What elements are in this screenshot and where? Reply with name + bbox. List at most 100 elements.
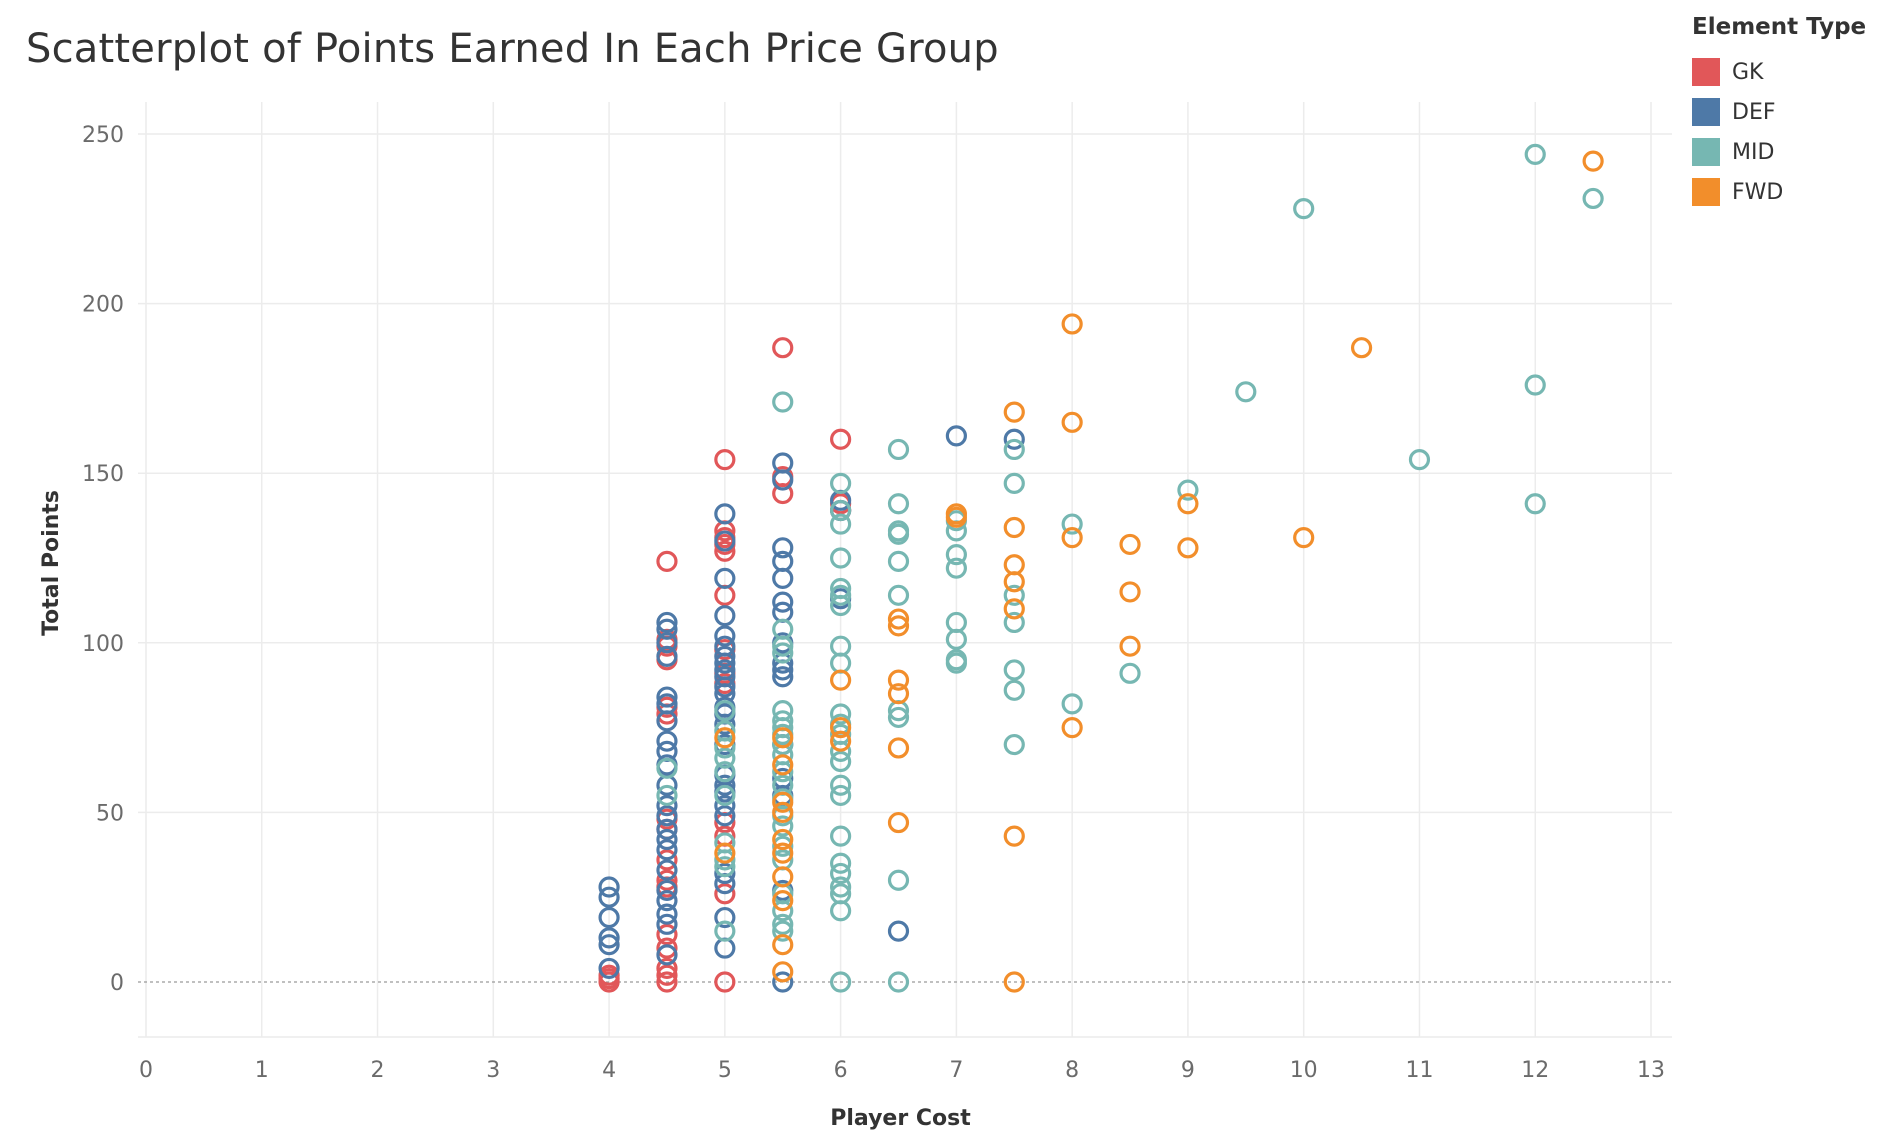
data-point-def[interactable] xyxy=(656,903,678,925)
data-point-mid[interactable] xyxy=(1003,679,1025,701)
data-point-fwd[interactable] xyxy=(1003,971,1025,993)
data-point-mid[interactable] xyxy=(830,900,852,922)
data-point-mid[interactable] xyxy=(772,391,794,413)
data-point-mid[interactable] xyxy=(772,815,794,837)
data-point-mid[interactable] xyxy=(830,740,852,762)
data-point-mid[interactable] xyxy=(1061,513,1083,535)
data-point-def[interactable] xyxy=(656,913,678,935)
data-point-mid[interactable] xyxy=(830,513,852,535)
data-point-fwd[interactable] xyxy=(772,727,794,749)
data-point-def[interactable] xyxy=(656,879,678,902)
data-point-fwd[interactable] xyxy=(1003,516,1025,539)
data-point-fwd[interactable] xyxy=(1350,337,1373,359)
data-point-fwd[interactable] xyxy=(772,866,794,888)
data-point-gk[interactable] xyxy=(830,428,852,450)
data-point-mid[interactable] xyxy=(887,550,910,572)
data-point-fwd[interactable] xyxy=(1177,493,1199,515)
data-point-fwd[interactable] xyxy=(887,811,910,834)
data-point-mid[interactable] xyxy=(1177,479,1199,501)
data-point-gk[interactable] xyxy=(714,540,736,562)
data-point-def[interactable] xyxy=(714,503,736,525)
data-point-def[interactable] xyxy=(714,652,736,674)
data-point-gk[interactable] xyxy=(714,971,736,993)
data-point-def[interactable] xyxy=(714,530,736,552)
data-point-mid[interactable] xyxy=(1003,438,1025,461)
data-point-gk[interactable] xyxy=(714,883,736,905)
data-point-mid[interactable] xyxy=(656,784,678,807)
data-point-mid[interactable] xyxy=(945,557,967,579)
data-point-fwd[interactable] xyxy=(772,889,794,912)
data-point-gk[interactable] xyxy=(656,869,678,891)
data-point-mid[interactable] xyxy=(830,862,852,885)
data-point-def[interactable] xyxy=(772,469,794,491)
data-point-gk[interactable] xyxy=(656,964,678,986)
data-point-mid[interactable] xyxy=(887,584,910,606)
data-point-mid[interactable] xyxy=(714,700,736,722)
data-point-def[interactable] xyxy=(714,625,736,647)
data-point-mid[interactable] xyxy=(714,761,736,783)
data-point-gk[interactable] xyxy=(714,449,736,471)
data-point-fwd[interactable] xyxy=(772,842,794,864)
data-point-gk[interactable] xyxy=(656,923,678,946)
data-point-fwd[interactable] xyxy=(1177,537,1199,559)
data-point-gk[interactable] xyxy=(656,957,678,980)
data-point-mid[interactable] xyxy=(772,835,794,857)
data-point-gk[interactable] xyxy=(656,937,678,959)
data-point-mid[interactable] xyxy=(1293,198,1315,220)
legend-item-gk[interactable]: GK xyxy=(1692,52,1866,92)
data-point-def[interactable] xyxy=(656,611,678,634)
data-point-mid[interactable] xyxy=(772,635,794,657)
data-point-mid[interactable] xyxy=(830,703,852,725)
data-point-fwd[interactable] xyxy=(1061,527,1083,549)
data-point-mid[interactable] xyxy=(887,438,910,461)
data-point-fwd[interactable] xyxy=(1293,527,1315,549)
data-point-mid[interactable] xyxy=(772,761,794,783)
data-point-mid[interactable] xyxy=(772,642,794,664)
data-point-fwd[interactable] xyxy=(830,716,852,739)
data-point-mid[interactable] xyxy=(656,757,678,779)
data-point-gk[interactable] xyxy=(772,482,794,505)
data-point-def[interactable] xyxy=(656,839,678,861)
data-point-def[interactable] xyxy=(772,550,794,572)
data-point-def[interactable] xyxy=(656,859,678,881)
data-point-mid[interactable] xyxy=(772,920,794,942)
data-point-def[interactable] xyxy=(656,710,678,732)
data-point-mid[interactable] xyxy=(714,737,736,759)
data-point-fwd[interactable] xyxy=(772,801,794,824)
data-point-mid[interactable] xyxy=(887,706,910,729)
data-point-mid[interactable] xyxy=(830,774,852,796)
data-point-def[interactable] xyxy=(714,774,736,796)
data-point-mid[interactable] xyxy=(830,971,852,993)
data-point-def[interactable] xyxy=(714,605,736,627)
data-point-gk[interactable] xyxy=(656,971,678,993)
data-point-def[interactable] xyxy=(772,666,794,688)
data-point-fwd[interactable] xyxy=(714,727,736,749)
data-point-mid[interactable] xyxy=(887,869,910,891)
data-point-def[interactable] xyxy=(656,645,678,667)
data-point-def[interactable] xyxy=(598,886,620,908)
legend-item-mid[interactable]: MID xyxy=(1692,132,1866,172)
data-point-gk[interactable] xyxy=(772,337,794,359)
data-point-def[interactable] xyxy=(714,567,736,589)
data-point-mid[interactable] xyxy=(772,733,794,756)
data-point-mid[interactable] xyxy=(830,499,852,522)
data-point-def[interactable] xyxy=(656,828,678,851)
data-point-def[interactable] xyxy=(714,645,736,667)
data-point-mid[interactable] xyxy=(887,523,910,545)
data-point-def[interactable] xyxy=(714,862,736,885)
data-point-mid[interactable] xyxy=(714,849,736,871)
data-point-fwd[interactable] xyxy=(1119,533,1141,556)
data-point-def[interactable] xyxy=(714,713,736,735)
data-point-mid[interactable] xyxy=(945,652,967,674)
data-point-fwd[interactable] xyxy=(1003,554,1025,576)
data-point-def[interactable] xyxy=(1003,428,1025,450)
data-point-fwd[interactable] xyxy=(887,737,910,759)
data-point-fwd[interactable] xyxy=(1061,716,1083,739)
data-point-mid[interactable] xyxy=(945,544,967,566)
data-point-mid[interactable] xyxy=(1003,472,1025,494)
data-point-def[interactable] xyxy=(772,452,794,474)
data-point-mid[interactable] xyxy=(830,547,852,569)
data-point-mid[interactable] xyxy=(1061,693,1083,715)
data-point-fwd[interactable] xyxy=(1119,581,1141,603)
data-point-def[interactable] xyxy=(656,818,678,840)
